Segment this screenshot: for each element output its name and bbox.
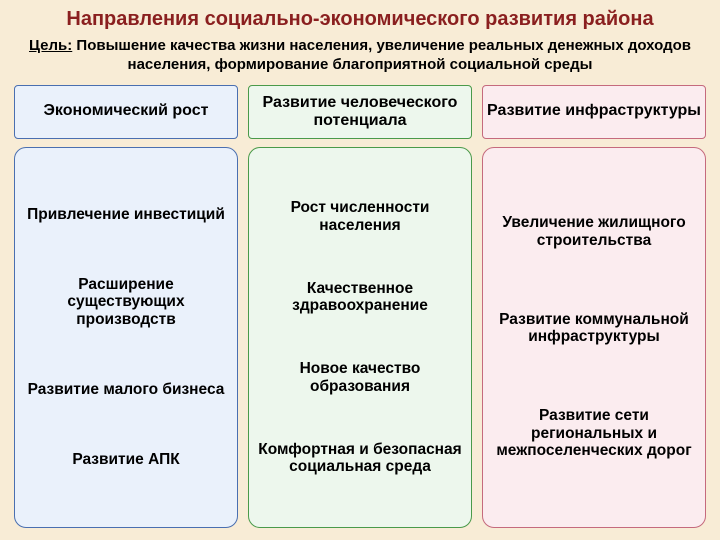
column-header-infra: Развитие инфраструктуры bbox=[482, 85, 706, 139]
slide-title: Направления социально-экономического раз… bbox=[14, 8, 706, 31]
goal-text: Повышение качества жизни населения, увел… bbox=[72, 37, 691, 73]
list-item: Качественное здравоохранение bbox=[255, 276, 465, 320]
list-item: Развитие сети региональных и межпоселенч… bbox=[489, 403, 699, 464]
column-human: Развитие человеческого потенциала Рост ч… bbox=[248, 85, 472, 529]
column-header-economic: Экономический рост bbox=[14, 85, 238, 139]
list-item: Расширение существующих производств bbox=[21, 272, 231, 333]
column-body-infra: Увеличение жилищного строительства Разви… bbox=[482, 147, 706, 529]
list-item: Новое качество образования bbox=[255, 356, 465, 400]
list-item: Комфортная и безопасная социальная среда bbox=[255, 437, 465, 481]
column-body-economic: Привлечение инвестиций Расширение сущест… bbox=[14, 147, 238, 529]
column-economic: Экономический рост Привлечение инвестици… bbox=[14, 85, 238, 529]
goal-line: Цель: Повышение качества жизни населения… bbox=[14, 37, 706, 75]
list-item: Развитие малого бизнеса bbox=[26, 377, 227, 403]
columns-container: Экономический рост Привлечение инвестици… bbox=[14, 85, 706, 529]
column-body-human: Рост численности населения Качественное … bbox=[248, 147, 472, 528]
list-item: Рост численности населения bbox=[255, 195, 465, 239]
list-item: Привлечение инвестиций bbox=[25, 202, 227, 228]
list-item: Развитие коммунальной инфраструктуры bbox=[489, 307, 699, 351]
list-item: Развитие АПК bbox=[70, 447, 181, 473]
list-item: Увеличение жилищного строительства bbox=[489, 210, 699, 254]
slide-root: Направления социально-экономического раз… bbox=[0, 0, 720, 540]
goal-label: Цель: bbox=[29, 37, 72, 54]
column-infra: Развитие инфраструктуры Увеличение жилищ… bbox=[482, 85, 706, 529]
column-header-human: Развитие человеческого потенциала bbox=[248, 85, 472, 140]
